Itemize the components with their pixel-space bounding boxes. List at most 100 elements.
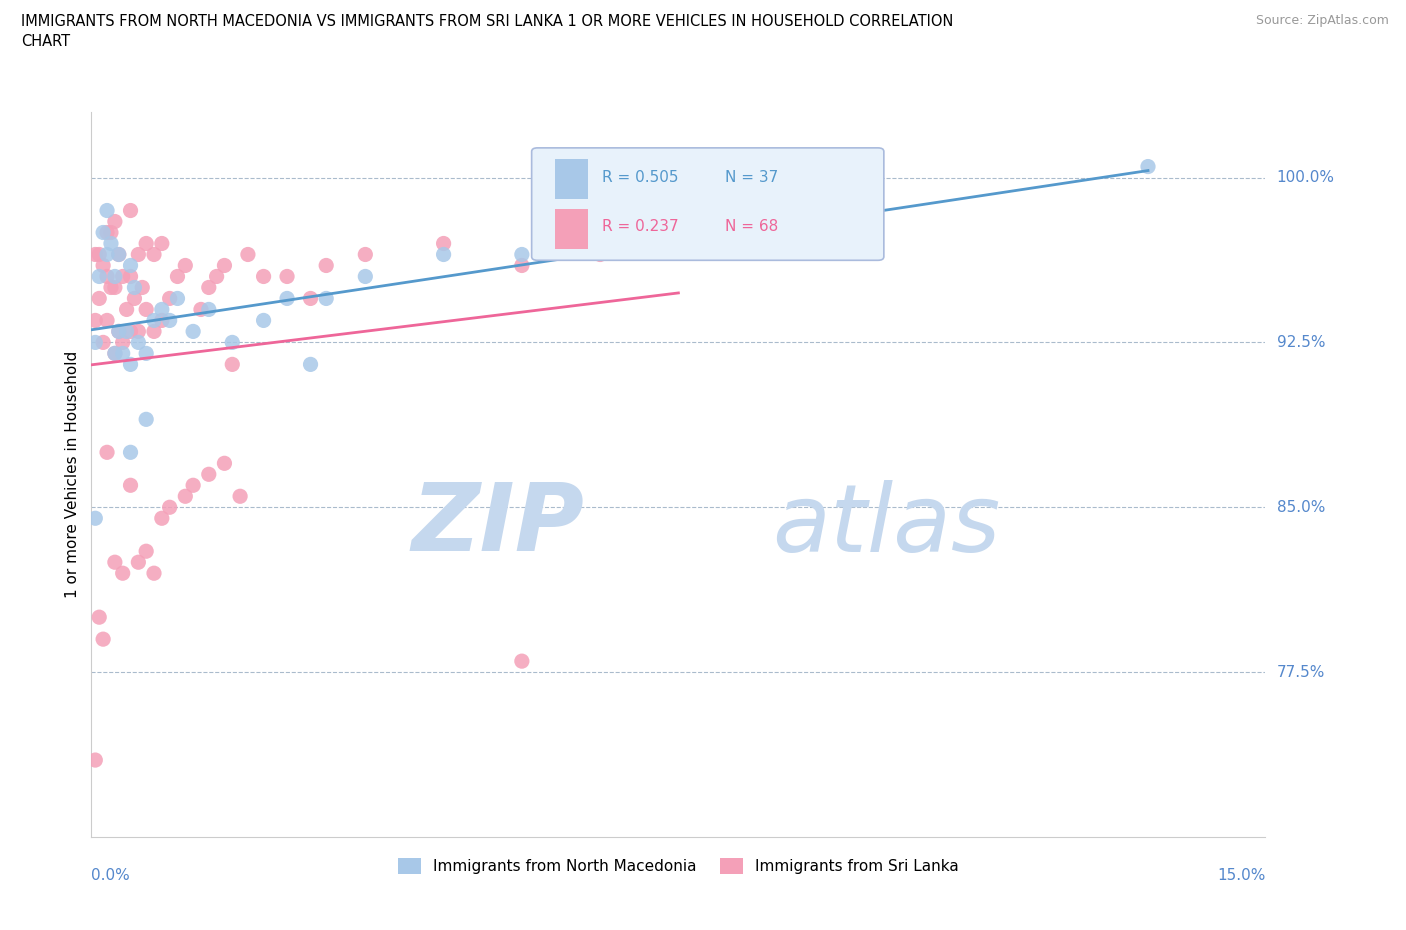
Point [315,258,337,272]
Point [84,752,107,767]
Point [166,269,188,284]
Point [197,467,219,482]
Point [205,269,228,284]
Point [96,247,118,262]
Point [159,291,181,306]
Text: CHART: CHART [21,34,70,49]
Point [666,236,689,251]
Legend: Immigrants from North Macedonia, Immigrants from Sri Lanka: Immigrants from North Macedonia, Immigra… [392,852,965,880]
Point [84,313,107,328]
Text: Source: ZipAtlas.com: Source: ZipAtlas.com [1256,14,1389,27]
Point [120,203,142,218]
Point [131,280,153,295]
Point [299,291,322,306]
Point [91,631,114,646]
Point [236,247,259,262]
Text: N = 37: N = 37 [725,170,779,185]
Point [252,269,274,284]
Point [100,236,122,251]
Point [100,225,122,240]
Point [510,654,533,669]
Point [84,511,107,525]
FancyBboxPatch shape [555,208,588,248]
Point [150,302,173,317]
Point [104,555,127,570]
Point [510,258,533,272]
Text: R = 0.505: R = 0.505 [602,170,679,185]
Point [214,258,236,272]
Point [104,346,127,361]
Point [120,269,142,284]
Point [96,445,118,459]
Point [111,346,134,361]
Point [276,269,298,284]
Point [706,225,728,240]
Point [174,489,197,504]
Point [135,544,157,559]
Point [104,269,127,284]
Point [127,324,149,339]
Text: 92.5%: 92.5% [1277,335,1324,350]
Text: 85.0%: 85.0% [1277,499,1324,515]
Point [1136,159,1159,174]
Point [166,291,188,306]
Point [150,313,173,328]
Point [91,258,114,272]
Point [107,247,129,262]
Point [143,565,166,580]
Point [510,247,533,262]
Point [96,269,118,284]
Point [276,291,298,306]
Point [96,313,118,328]
Point [111,269,134,284]
Text: ZIP: ZIP [412,479,585,571]
Point [120,445,142,459]
Point [89,610,111,625]
Point [229,489,252,504]
Point [143,313,166,328]
Point [107,247,129,262]
Point [135,346,157,361]
Point [104,346,127,361]
Point [197,280,219,295]
Point [115,302,138,317]
Point [89,291,111,306]
Point [120,258,142,272]
Point [181,478,204,493]
Point [135,302,157,317]
Point [124,291,146,306]
Point [354,269,377,284]
Point [120,357,142,372]
Text: N = 68: N = 68 [725,219,779,234]
Point [181,324,204,339]
Point [432,247,454,262]
Point [84,335,107,350]
Point [107,324,129,339]
Point [84,247,107,262]
Point [115,324,138,339]
Point [120,478,142,493]
Point [159,499,181,514]
Point [150,236,173,251]
Point [96,203,118,218]
Point [127,247,149,262]
Point [214,456,236,471]
Point [127,555,149,570]
Point [221,335,243,350]
Text: atlas: atlas [772,480,1001,571]
Point [104,214,127,229]
Point [221,357,243,372]
FancyBboxPatch shape [555,159,588,199]
Point [89,247,111,262]
Point [589,247,612,262]
Point [100,280,122,295]
Point [91,225,114,240]
Text: 77.5%: 77.5% [1277,665,1324,680]
Point [589,236,612,251]
Point [107,324,129,339]
Point [120,324,142,339]
Point [124,280,146,295]
Point [252,313,274,328]
Point [96,225,118,240]
Point [127,335,149,350]
